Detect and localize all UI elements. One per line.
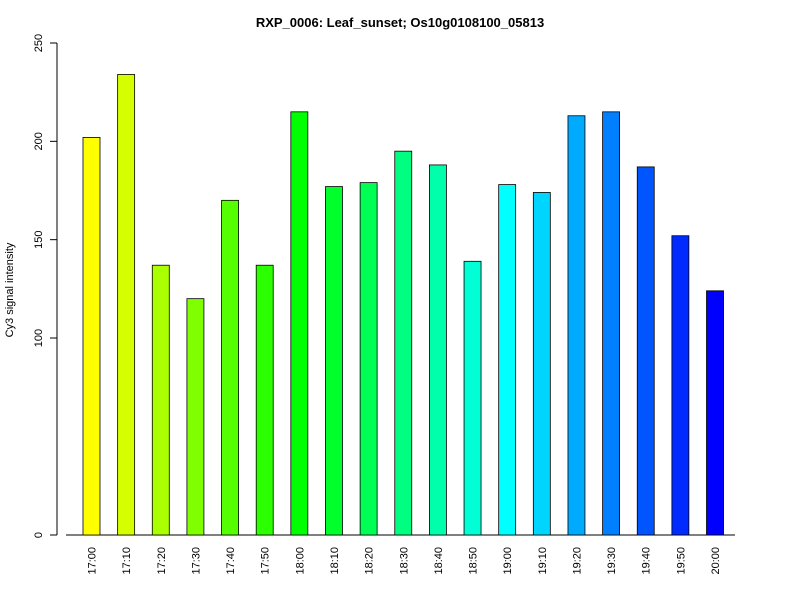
x-tick-label: 17:00 <box>87 547 99 575</box>
x-tick-label: 17:40 <box>225 547 237 575</box>
bar-1940 <box>636 166 655 536</box>
bar-1830 <box>394 150 413 536</box>
x-tick-label: 17:10 <box>121 547 133 575</box>
y-axis-label: Cy3 signal intensity <box>4 242 16 337</box>
x-tick-label: 18:40 <box>433 547 445 575</box>
x-tick-label: 19:50 <box>675 547 687 575</box>
x-tick-label: 19:00 <box>502 547 514 575</box>
y-tick-label: 150 <box>33 230 45 248</box>
x-tick-label: 18:10 <box>329 547 341 575</box>
bar-1910 <box>532 192 551 536</box>
bar-1810 <box>325 186 343 536</box>
x-tick-labels: 17:00 17:10 17:20 17:30 17:40 17:50 18:00 18:10… <box>87 547 723 575</box>
x-tick-label: 17:20 <box>156 547 168 575</box>
chart-title: RXP_0006: Leaf_sunset; Os10g0108100_0581… <box>256 15 544 30</box>
x-tick-label: 19:40 <box>641 547 653 575</box>
bar-1740 <box>221 199 239 536</box>
x-tick-label: 19:20 <box>571 547 583 575</box>
x-tick-label: 18:00 <box>294 547 306 575</box>
x-tick-label: 18:20 <box>364 547 376 575</box>
bar-1850 <box>463 260 482 536</box>
x-tick-label: 18:50 <box>468 547 480 575</box>
y-tick-label: 0 <box>33 532 45 538</box>
y-tick-label: 100 <box>33 329 45 347</box>
bar-1700 <box>82 136 101 536</box>
x-tick-label: 18:30 <box>398 547 410 575</box>
bar-1750 <box>255 264 274 536</box>
x-tick-label: 19:30 <box>606 547 618 575</box>
y-tick-label: 250 <box>33 34 45 52</box>
bar-1800 <box>290 111 309 536</box>
x-tick-label: 17:30 <box>190 547 202 575</box>
bars-group <box>82 74 724 536</box>
bar-2000 <box>706 290 724 536</box>
y-tick-label: 200 <box>33 132 45 150</box>
bar-1720 <box>151 264 170 536</box>
bar-1950 <box>671 235 690 536</box>
x-tick-label: 17:50 <box>260 547 272 575</box>
y-axis: 0 100 150 200 250 <box>33 34 58 538</box>
bar-1840 <box>428 164 447 536</box>
bar-1930 <box>602 111 620 536</box>
bar-1920 <box>567 115 586 536</box>
bar-1710 <box>117 74 136 536</box>
bar-1900 <box>498 184 517 536</box>
x-tick-label: 20:00 <box>710 547 722 575</box>
bar-1820 <box>359 182 378 536</box>
bar-1730 <box>186 298 205 536</box>
x-tick-label: 19:10 <box>537 547 549 575</box>
